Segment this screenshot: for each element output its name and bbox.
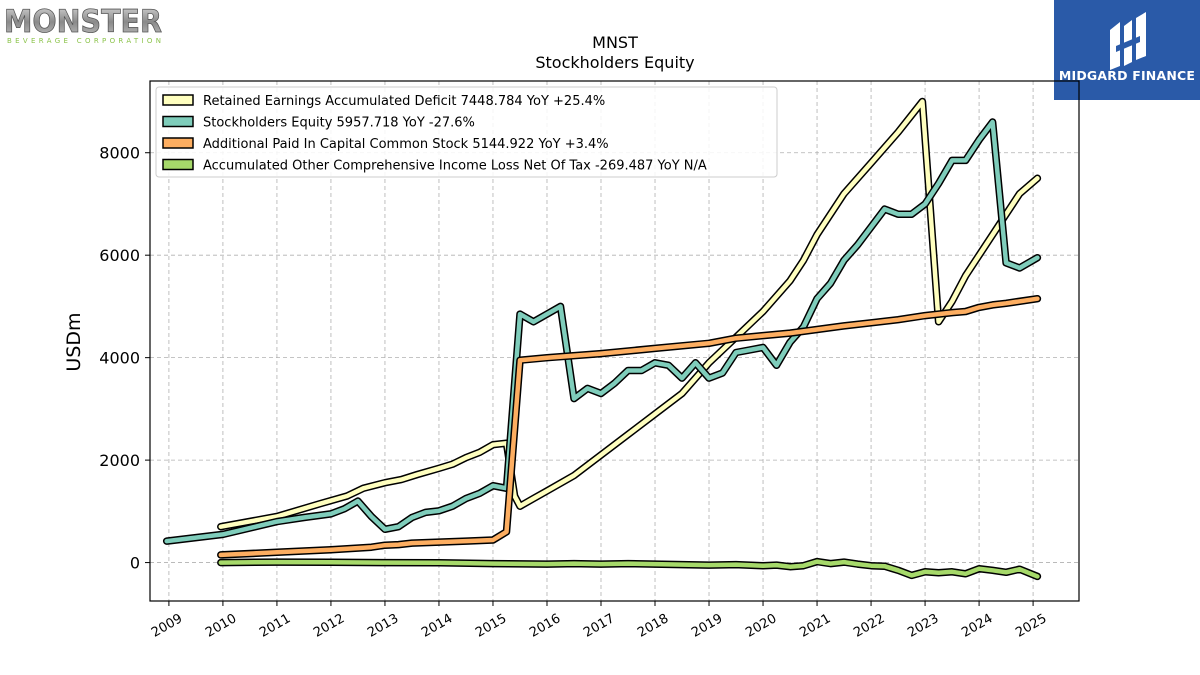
brand-name: MONSTER (4, 4, 162, 40)
legend-swatch (162, 115, 194, 128)
partner-name: MIDGARD FINANCE (1058, 68, 1196, 83)
x-tick-label: 2019 (689, 611, 725, 641)
legend-entry: Retained Earnings Accumulated Deficit 74… (203, 94, 605, 109)
x-tick-label: 2023 (905, 611, 941, 641)
y-ticks: 0 2000 4000 6000 8000 (99, 144, 150, 573)
legend-swatch (162, 137, 194, 149)
x-tick-label: 2025 (1013, 611, 1049, 641)
x-tick-label: 2015 (473, 611, 509, 641)
brand-subtitle: BEVERAGE CORPORATION (7, 37, 161, 45)
x-tick-label: 2016 (527, 611, 563, 641)
legend: Retained Earnings Accumulated Deficit 74… (155, 86, 778, 178)
legend-entry: Stockholders Equity 5957.718 YoY -27.6% (203, 116, 475, 131)
plot-frame (149, 80, 1080, 602)
legend-swatch (162, 158, 194, 171)
x-tick-label: 2024 (959, 611, 995, 641)
x-tick-label: 2020 (743, 611, 779, 641)
series-lines (162, 97, 1042, 581)
y-tick-label: 4000 (99, 349, 140, 368)
y-tick-label: 6000 (99, 246, 140, 265)
legend-entry: Accumulated Other Comprehensive Income L… (203, 159, 707, 174)
series-line (164, 119, 1040, 544)
series-line-outline (217, 294, 1042, 559)
x-tick-label: 2013 (365, 611, 401, 641)
x-tick-label: 2017 (581, 611, 617, 641)
y-axis-label: USDm (63, 312, 85, 371)
legend-entry: Additional Paid In Capital Common Stock … (203, 137, 609, 152)
legend-swatch (162, 94, 194, 106)
chart-title: MNST (592, 33, 638, 52)
x-tick-label: 2018 (635, 611, 671, 641)
y-tick-label: 0 (130, 554, 140, 573)
brand-logo: MONSTER BEVERAGE CORPORATION (4, 4, 166, 46)
series-line (218, 99, 1040, 529)
x-tick-label: 2010 (203, 611, 239, 641)
x-tick-label: 2014 (419, 611, 455, 641)
x-ticks: 2009 2010 2011 2012 2013 2014 2015 2016 2017 2018… (149, 601, 1049, 641)
x-tick-label: 2009 (149, 611, 185, 641)
series-line (218, 559, 1040, 579)
y-tick-label: 2000 (99, 451, 140, 470)
chart-subtitle: Stockholders Equity (535, 53, 694, 72)
y-tick-label: 8000 (99, 144, 140, 163)
partner-logo: MIDGARD FINANCE (1054, 0, 1200, 100)
series-line (218, 296, 1040, 558)
x-tick-label: 2022 (851, 611, 887, 641)
x-tick-label: 2021 (797, 611, 833, 641)
partner-mark-icon (1110, 12, 1146, 70)
x-tick-label: 2012 (311, 611, 347, 641)
series-line-outline (162, 118, 1042, 545)
legend-box (155, 86, 778, 178)
x-tick-label: 2011 (257, 611, 293, 641)
